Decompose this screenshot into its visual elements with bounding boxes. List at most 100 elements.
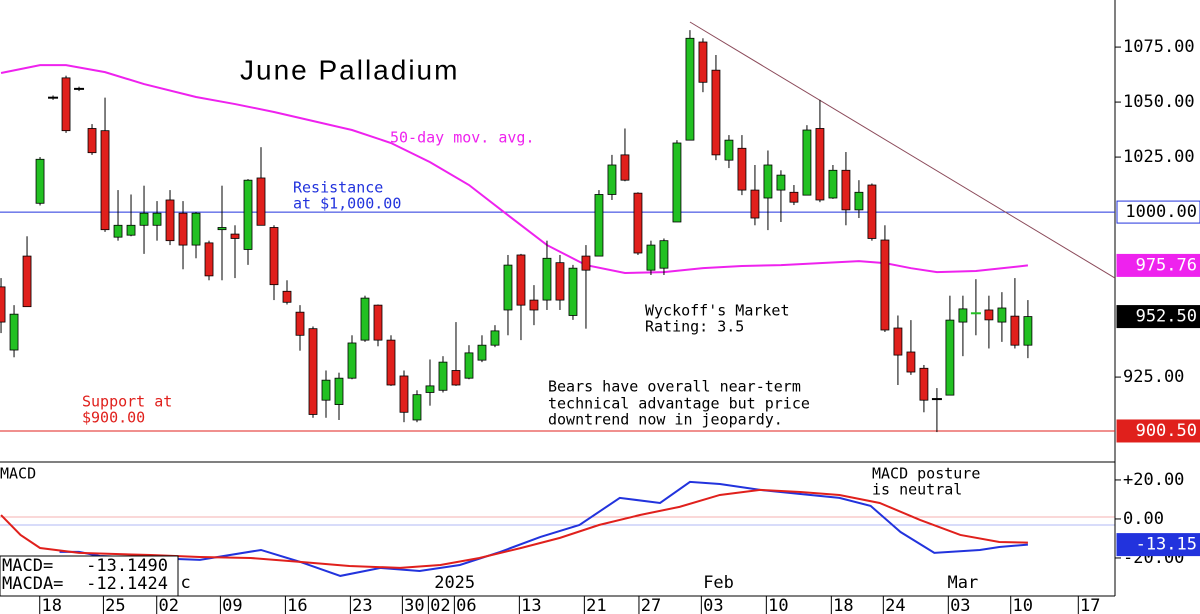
candle-body xyxy=(815,128,825,201)
candle-body xyxy=(191,212,201,246)
candle-body xyxy=(516,254,526,306)
x-tick-label: 02 xyxy=(158,596,178,614)
candle-body xyxy=(243,179,253,250)
x-tick-label: 10 xyxy=(1012,596,1032,614)
price-box-label: 900.50 xyxy=(1136,421,1197,441)
price-box xyxy=(1116,305,1200,329)
candle-body xyxy=(906,351,916,373)
price-box xyxy=(1116,419,1200,443)
x-tick-label: 27 xyxy=(641,596,661,614)
x-tick-label: 21 xyxy=(586,596,606,614)
x-tick-label: 17 xyxy=(1080,596,1100,614)
candle-body xyxy=(776,174,786,191)
month-label: Mar xyxy=(948,573,979,593)
candle-body xyxy=(477,344,487,361)
legend-name: MACDA= xyxy=(2,574,63,594)
candle-body xyxy=(230,233,240,239)
candle-body xyxy=(0,286,6,323)
candle-body xyxy=(399,375,409,413)
candle-body xyxy=(646,244,656,271)
annotation: MACD posture xyxy=(872,465,980,483)
candle-body xyxy=(425,385,435,393)
candle-body xyxy=(1010,315,1020,346)
candle-body xyxy=(438,361,448,391)
candle-body xyxy=(737,147,747,191)
candle-body xyxy=(347,342,357,379)
candle-body xyxy=(334,377,344,405)
x-tick-label: 24 xyxy=(885,596,905,614)
candle-body xyxy=(100,130,110,231)
candle-body xyxy=(620,154,630,181)
x-tick-label: 02 xyxy=(430,596,450,614)
candle-body xyxy=(204,242,214,277)
candle-body xyxy=(282,290,292,303)
candle-body xyxy=(373,304,383,341)
candle-body xyxy=(178,212,188,246)
candle-body xyxy=(165,199,175,242)
candle-body xyxy=(1023,316,1033,346)
x-tick-label: 13 xyxy=(521,596,541,614)
candle-body xyxy=(802,129,812,196)
price-box xyxy=(1116,200,1200,224)
ma-label: 50-day mov. avg. xyxy=(390,129,535,147)
candle-body xyxy=(503,264,513,311)
price-box-label: 1000.00 xyxy=(1125,202,1197,222)
candle-body xyxy=(867,184,877,239)
macd-line xyxy=(0,488,1028,569)
candle-body xyxy=(672,142,682,223)
price-box xyxy=(1116,533,1200,557)
legend-name: MACD= xyxy=(2,556,53,576)
price-box-label: 952.50 xyxy=(1136,307,1197,327)
candle-body xyxy=(256,177,266,226)
x-tick-label: 23 xyxy=(352,596,372,614)
annotation: Resistance xyxy=(293,179,383,197)
candle-body xyxy=(685,37,695,141)
candle-body xyxy=(321,379,331,401)
legend-value: -13.1490 xyxy=(86,556,168,576)
price-box-label: 975.76 xyxy=(1136,255,1197,275)
y-tick-label: 925.00 xyxy=(1123,367,1184,387)
candle-body xyxy=(698,41,708,83)
candle-body xyxy=(22,255,32,308)
trend-line xyxy=(689,21,1116,279)
candle-body xyxy=(529,299,539,311)
candle-body xyxy=(984,309,994,321)
annotation: is neutral xyxy=(872,481,962,499)
y-tick-label: 1025.00 xyxy=(1123,147,1195,167)
candle-body xyxy=(789,191,799,203)
candle-body xyxy=(828,169,838,199)
candle-body xyxy=(659,240,669,269)
candle-body xyxy=(126,224,136,236)
x-tick-label: 03 xyxy=(950,596,970,614)
candle-body xyxy=(607,164,617,195)
annotation: downtrend now in jeopardy. xyxy=(548,411,783,429)
candle-body xyxy=(542,257,552,301)
x-tick-label: 09 xyxy=(222,596,242,614)
legend-value: -12.1424 xyxy=(86,574,168,594)
candle-body xyxy=(893,327,903,356)
month-label: Feb xyxy=(703,573,734,593)
annotation: Bears have overall near-term xyxy=(548,378,801,396)
annotation: technical advantage but price xyxy=(548,395,810,413)
candle-body xyxy=(958,308,968,323)
candle-body xyxy=(750,189,760,219)
candle-body xyxy=(555,262,565,301)
candle-body xyxy=(139,212,149,226)
candle-body xyxy=(9,313,19,351)
candle-body xyxy=(269,227,279,286)
candle-body xyxy=(386,339,396,386)
y-tick-label: 1050.00 xyxy=(1123,92,1195,112)
candle-body xyxy=(152,212,162,226)
candle-body xyxy=(568,267,578,316)
candle-body xyxy=(360,297,370,341)
candle-body xyxy=(711,69,721,156)
x-tick-label: 18 xyxy=(41,596,61,614)
x-tick-label: 18 xyxy=(833,596,853,614)
x-tick-label: 30 xyxy=(404,596,424,614)
candle-body xyxy=(919,367,929,401)
moving-average xyxy=(0,64,1029,275)
candle-body xyxy=(217,227,227,231)
y-tick-label: 1075.00 xyxy=(1123,37,1195,57)
candle-body xyxy=(581,255,591,271)
